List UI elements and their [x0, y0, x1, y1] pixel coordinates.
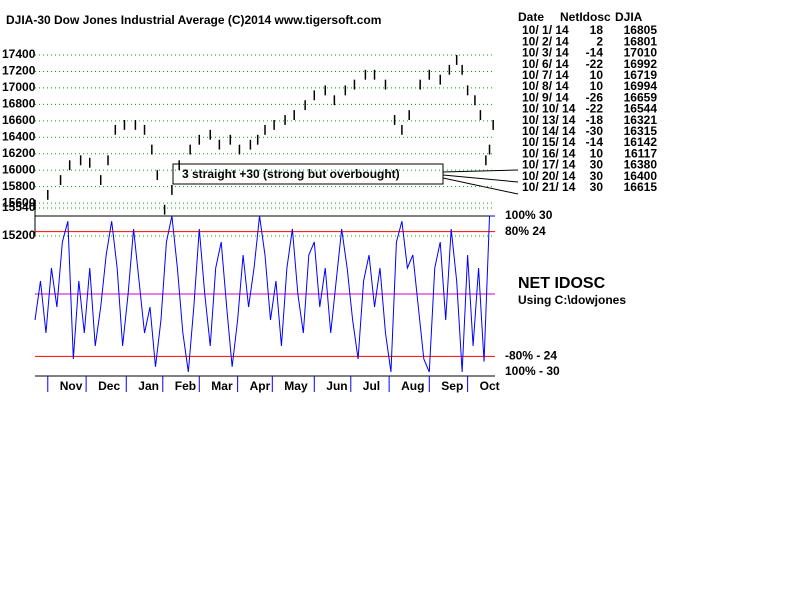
x-tick-label: Jul	[363, 379, 380, 393]
table-cell: -18	[586, 113, 604, 127]
y-tick-label: 16200	[2, 146, 36, 160]
y-tick-label: 16800	[2, 97, 36, 111]
table-header: DJIA	[615, 10, 643, 24]
x-tick-label: Mar	[211, 379, 233, 393]
table-cell: 16544	[624, 102, 658, 116]
y-tick-label: 15540	[2, 200, 36, 214]
chart-title: DJIA-30 Dow Jones Industrial Average (C)…	[6, 13, 381, 27]
x-tick-label: May	[284, 379, 308, 393]
table-cell: 16400	[624, 169, 658, 183]
y-tick-label: 80% 24	[505, 224, 546, 238]
table-cell: 10/ 10/ 14	[522, 102, 576, 116]
table-cell: 10/ 3/ 14	[522, 46, 569, 60]
table-cell: 16142	[624, 135, 658, 149]
table-cell: 10	[590, 79, 604, 93]
table-cell: 10/ 2/ 14	[522, 34, 569, 48]
table-cell: 30	[590, 169, 604, 183]
x-tick-label: Sep	[441, 379, 463, 393]
y-tick-label: 15600	[2, 195, 36, 209]
table-cell: 16321	[624, 113, 658, 127]
osc-title: NET IDOSC	[518, 275, 606, 292]
table-cell: 18	[590, 23, 604, 37]
table-header: Date	[518, 10, 544, 24]
y-tick-label: 17400	[2, 47, 36, 61]
annotation-box	[172, 163, 444, 185]
x-tick-label: Jun	[326, 379, 347, 393]
oscillator-line	[34, 215, 495, 373]
table-cell: 10/ 21/ 14	[522, 180, 576, 194]
table-cell: 10/ 8/ 14	[522, 79, 569, 93]
table-cell: 10/ 20/ 14	[522, 169, 576, 183]
table-cell: 10/ 7/ 14	[522, 68, 569, 82]
y-tick-label: 100% 30	[505, 208, 553, 222]
table-cell: 16315	[624, 124, 658, 138]
table-cell: 10	[590, 68, 604, 82]
table-cell: 10/ 13/ 14	[522, 113, 576, 127]
table-header: NetIdosc	[560, 10, 611, 24]
table-cell: -14	[586, 46, 604, 60]
table-cell: 10	[590, 146, 604, 160]
table-cell: 17010	[624, 46, 658, 60]
x-tick-label: Nov	[60, 379, 83, 393]
table-cell: 16615	[624, 180, 658, 194]
table-cell: 30	[590, 180, 604, 194]
table-cell: 10/ 6/ 14	[522, 57, 569, 71]
table-cell: 2	[596, 34, 603, 48]
table-cell: 10/ 17/ 14	[522, 158, 576, 172]
x-tick-label: Oct	[480, 379, 500, 393]
y-tick-label: 17000	[2, 80, 36, 94]
table-cell: -26	[586, 90, 604, 104]
annotation-arrow	[442, 174, 519, 183]
x-tick-label: Apr	[250, 379, 271, 393]
table-cell: -22	[586, 102, 604, 116]
y-tick-label: 16000	[2, 162, 36, 176]
annotation-arrow	[442, 177, 519, 195]
table-cell: 16805	[624, 23, 658, 37]
y-tick-label: 100% - 30	[505, 364, 560, 378]
table-cell: 10/ 14/ 14	[522, 124, 576, 138]
table-cell: -22	[586, 57, 604, 71]
table-cell: 10/ 1/ 14	[522, 23, 569, 37]
y-tick-label: -80% - 24	[505, 349, 557, 363]
annotation-arrow	[442, 169, 519, 173]
table-cell: 10/ 9/ 14	[522, 90, 569, 104]
table-cell: 16659	[624, 90, 658, 104]
table-cell: -30	[586, 124, 604, 138]
y-tick-label: 16600	[2, 113, 36, 127]
y-tick-label: 16400	[2, 129, 36, 143]
table-cell: 30	[590, 158, 604, 172]
table-cell: 16719	[624, 68, 658, 82]
table-cell: 16801	[624, 34, 658, 48]
table-cell: 10/ 15/ 14	[522, 135, 576, 149]
osc-subtitle: Using C:\dowjones	[518, 293, 626, 307]
table-cell: 10/ 16/ 14	[522, 146, 576, 160]
x-tick-label: Feb	[175, 379, 196, 393]
table-cell: 16992	[624, 57, 658, 71]
y-tick-label: 17200	[2, 64, 36, 78]
y-tick-label: 15200	[2, 228, 36, 242]
table-cell: 16380	[624, 158, 658, 172]
y-tick-label: 15800	[2, 179, 36, 193]
table-cell: 16117	[624, 146, 657, 160]
table-cell: -14	[586, 135, 604, 149]
table-cell: 16994	[624, 79, 658, 93]
x-tick-label: Jan	[138, 379, 159, 393]
x-tick-label: Dec	[98, 379, 120, 393]
annotation: 3 straight +30 (strong but overbought)	[182, 167, 400, 181]
x-tick-label: Aug	[401, 379, 424, 393]
